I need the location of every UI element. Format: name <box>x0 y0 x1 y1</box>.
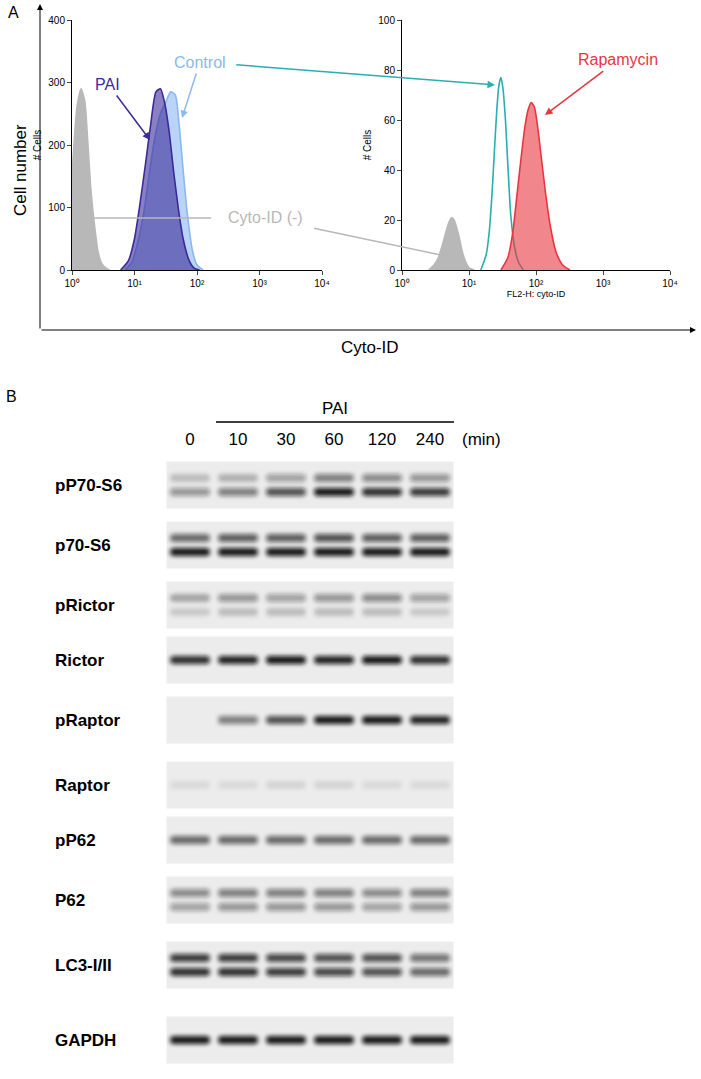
svg-text:10¹: 10¹ <box>462 278 477 289</box>
svg-text:GAPDH: GAPDH <box>55 1031 116 1050</box>
svg-text:20: 20 <box>384 215 396 226</box>
svg-text:Control: Control <box>174 54 226 71</box>
svg-text:PAI: PAI <box>322 399 348 418</box>
svg-text:200: 200 <box>48 140 65 151</box>
svg-text:300: 300 <box>48 77 65 88</box>
svg-text:Cell number: Cell number <box>11 124 30 216</box>
svg-text:30: 30 <box>277 430 296 449</box>
svg-text:10⁴: 10⁴ <box>314 278 329 289</box>
svg-text:pRaptor: pRaptor <box>55 711 121 730</box>
svg-text:# Cells: # Cells <box>32 130 43 161</box>
svg-text:PAI: PAI <box>95 76 120 93</box>
svg-text:Cyto-ID: Cyto-ID <box>341 338 399 357</box>
svg-text:10: 10 <box>229 430 248 449</box>
svg-text:0: 0 <box>389 265 395 276</box>
svg-text:40: 40 <box>384 165 396 176</box>
svg-text:LC3-I/II: LC3-I/II <box>55 956 112 975</box>
svg-text:Rapamycin: Rapamycin <box>578 51 658 68</box>
svg-text:10¹: 10¹ <box>127 278 142 289</box>
svg-text:pRictor: pRictor <box>55 596 115 615</box>
svg-text:60: 60 <box>325 430 344 449</box>
svg-text:100: 100 <box>378 15 395 26</box>
svg-text:120: 120 <box>368 430 396 449</box>
svg-text:10³: 10³ <box>596 278 611 289</box>
svg-text:80: 80 <box>384 65 396 76</box>
svg-text:(min): (min) <box>462 430 501 449</box>
svg-text:400: 400 <box>48 15 65 26</box>
svg-text:B: B <box>6 388 17 405</box>
svg-text:10⁴: 10⁴ <box>662 278 677 289</box>
svg-text:0: 0 <box>59 265 65 276</box>
svg-text:A: A <box>8 4 19 21</box>
svg-text:10⁰: 10⁰ <box>64 278 79 289</box>
svg-text:10²: 10² <box>190 278 205 289</box>
svg-text:10³: 10³ <box>252 278 267 289</box>
svg-text:10⁰: 10⁰ <box>394 278 409 289</box>
svg-text:Rictor: Rictor <box>55 651 105 670</box>
svg-text:240: 240 <box>416 430 444 449</box>
svg-text:Cyto-ID (-): Cyto-ID (-) <box>228 209 303 226</box>
svg-text:100: 100 <box>48 202 65 213</box>
svg-text:P62: P62 <box>55 891 85 910</box>
svg-text:pP62: pP62 <box>55 831 96 850</box>
svg-text:# Cells: # Cells <box>362 130 373 161</box>
svg-text:FL2-H: cyto-ID: FL2-H: cyto-ID <box>507 289 566 299</box>
svg-text:pP70-S6: pP70-S6 <box>55 476 122 495</box>
svg-text:p70-S6: p70-S6 <box>55 536 111 555</box>
svg-text:0: 0 <box>185 430 194 449</box>
svg-text:Raptor: Raptor <box>55 776 110 795</box>
svg-text:60: 60 <box>384 115 396 126</box>
svg-text:10²: 10² <box>529 278 544 289</box>
